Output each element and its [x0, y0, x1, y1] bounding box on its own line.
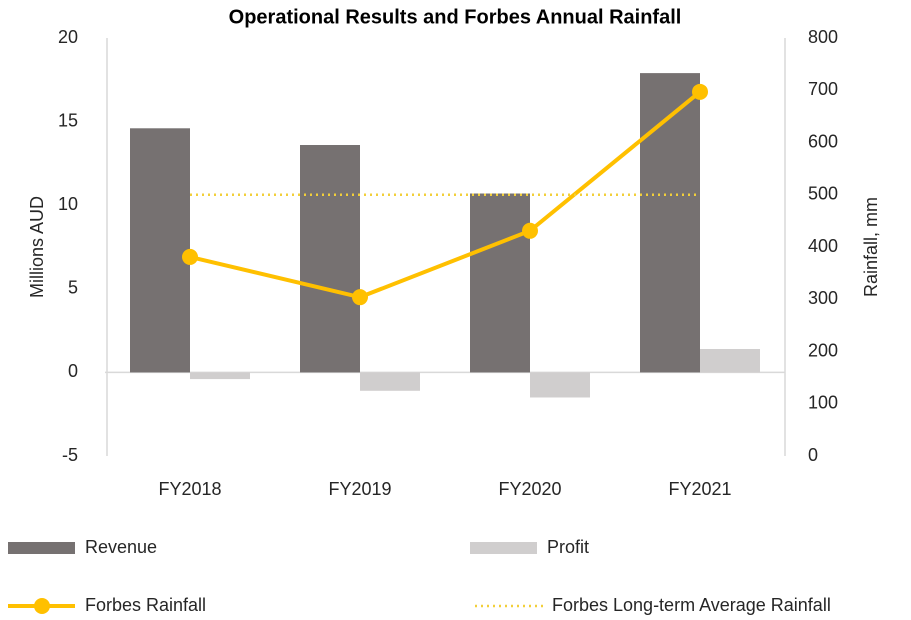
bar — [640, 73, 700, 373]
bar — [300, 145, 360, 373]
y2-tick-label: 700 — [808, 79, 838, 99]
x-tick-label: FY2020 — [498, 479, 561, 499]
y-tick-label: 5 — [68, 278, 78, 298]
y2-tick-label: 300 — [808, 288, 838, 308]
marker — [522, 222, 538, 239]
bar — [700, 348, 760, 373]
legend-label: Forbes Long-term Average Rainfall — [552, 595, 831, 615]
x-tick-label: FY2019 — [328, 479, 391, 499]
legend-label: Forbes Rainfall — [85, 595, 206, 615]
y2-tick-label: 800 — [808, 27, 838, 47]
x-tick-label: FY2018 — [158, 479, 221, 499]
y-tick-label: 10 — [58, 194, 78, 214]
y-tick-label: 0 — [68, 361, 78, 381]
chart-title: Operational Results and Forbes Annual Ra… — [229, 6, 682, 28]
y2-tick-label: 100 — [808, 393, 838, 413]
y-tick-label: -5 — [62, 445, 78, 465]
legend-swatch — [8, 542, 75, 554]
y2-tick-label: 0 — [808, 445, 818, 465]
legend-label: Revenue — [85, 537, 157, 557]
line — [189, 90, 702, 300]
x-tick-label: FY2021 — [668, 479, 731, 499]
bar — [530, 372, 590, 398]
bar — [360, 372, 420, 391]
y-axis-label: Millions AUD — [27, 196, 47, 298]
bar — [470, 193, 530, 373]
y2-tick-label: 200 — [808, 340, 838, 360]
bar — [130, 128, 190, 373]
y-tick-label: 20 — [58, 27, 78, 47]
marker — [182, 248, 198, 265]
legend-marker — [34, 598, 50, 614]
y-tick-label: 15 — [58, 110, 78, 130]
y2-axis-label: Rainfall, mm — [861, 197, 881, 297]
legend-label: Profit — [547, 537, 589, 557]
bar — [190, 372, 250, 380]
marker — [692, 83, 708, 100]
y2-tick-label: 500 — [808, 184, 838, 204]
marker — [352, 289, 368, 306]
y2-tick-label: 400 — [808, 236, 838, 256]
y2-tick-label: 600 — [808, 131, 838, 151]
legend-swatch — [470, 542, 537, 554]
